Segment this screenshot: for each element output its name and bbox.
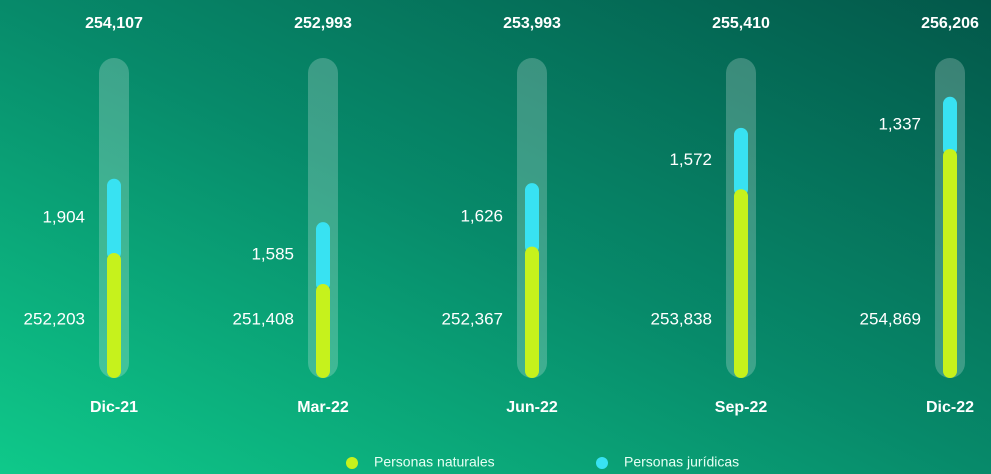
bar-segment (734, 127, 748, 197)
x-tick-label: Jun-22 (506, 399, 558, 416)
value-label: 251,408 (233, 309, 294, 328)
value-label: 1,904 (42, 207, 85, 226)
x-tick-label: Mar-22 (297, 399, 349, 416)
value-label: 252,203 (24, 309, 85, 328)
bar-segment (943, 96, 957, 156)
total-label: 254,107 (85, 15, 143, 32)
total-label: 255,410 (712, 15, 770, 32)
x-tick-label: Dic-22 (926, 399, 974, 416)
bar-segment (525, 183, 539, 254)
bar-segment (943, 148, 957, 378)
legend-label: Personas naturales (374, 454, 495, 470)
legend-label: Personas jurídicas (624, 454, 739, 470)
value-label: 252,367 (442, 309, 503, 328)
value-label: 1,572 (669, 150, 712, 169)
x-tick-label: Dic-21 (90, 399, 138, 416)
bar-segment (107, 178, 121, 261)
value-label: 1,585 (251, 245, 294, 264)
bar-segment (525, 246, 539, 378)
bar-segment (734, 189, 748, 378)
total-label: 253,993 (503, 15, 561, 32)
bar-segment (316, 222, 330, 292)
total-label: 256,206 (921, 15, 979, 32)
x-tick-label: Sep-22 (715, 399, 768, 416)
legend-swatch (346, 457, 358, 469)
value-label: 254,869 (860, 309, 921, 328)
bar-segment (316, 284, 330, 378)
value-label: 253,838 (651, 309, 712, 328)
bar-track (308, 58, 338, 378)
legend-swatch (596, 457, 608, 469)
total-label: 252,993 (294, 15, 352, 32)
value-label: 1,337 (878, 114, 921, 133)
bar-segment (107, 253, 121, 378)
value-label: 1,626 (460, 206, 503, 225)
